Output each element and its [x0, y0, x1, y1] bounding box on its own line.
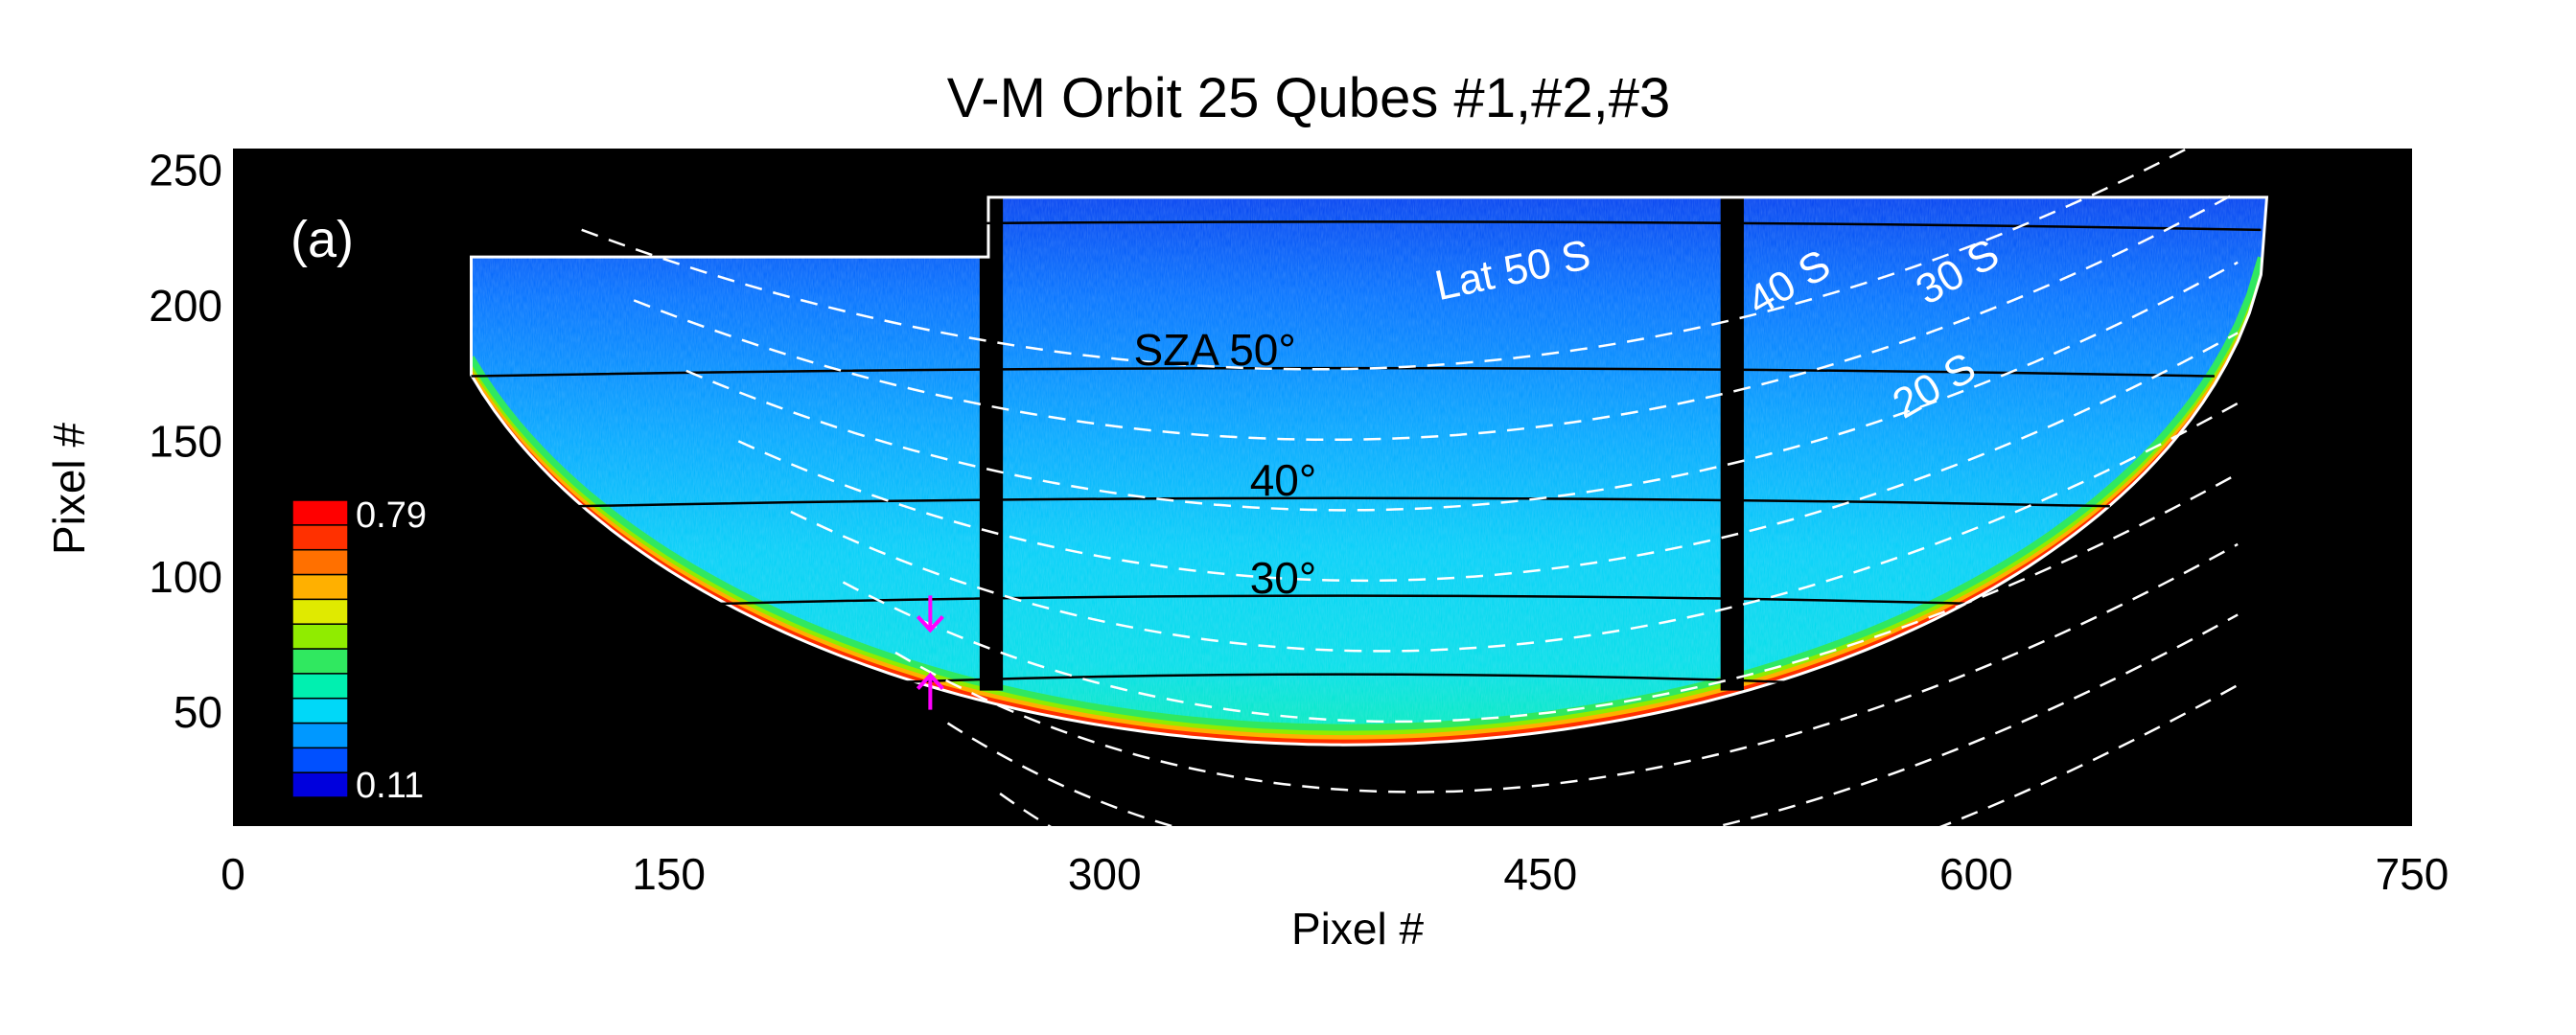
colorbar-segment — [291, 548, 349, 576]
y-axis-ticks: 50 100 150 200 250 — [149, 146, 222, 738]
markers — [916, 595, 944, 710]
x-tick-label: 450 — [1503, 849, 1577, 899]
x-tick-label: 150 — [632, 849, 706, 899]
latitude-contour — [581, 120, 2239, 371]
sza-label: 40° — [1250, 455, 1317, 505]
y-axis-label: Pixel # — [44, 423, 94, 555]
sza-contour — [471, 220, 2262, 232]
latitude-contour — [633, 191, 2239, 441]
limb-band — [471, 269, 2264, 745]
sza-contour — [889, 673, 1797, 684]
latitude-contour — [737, 332, 2239, 583]
colorbar — [291, 499, 349, 798]
marker-head — [916, 615, 944, 633]
x-tick-label: 600 — [1939, 849, 2013, 899]
x-tick-label: 0 — [220, 849, 245, 899]
latitude-contour — [685, 261, 2239, 512]
marker-head — [916, 672, 944, 690]
colorbar-segment — [291, 747, 349, 773]
x-axis-ticks: 0 150 300 450 600 750 — [220, 849, 2448, 899]
y-tick-label: 50 — [174, 687, 222, 737]
sza-label: 30° — [1250, 553, 1317, 603]
latitude-contour — [894, 542, 2239, 794]
y-tick-label: 100 — [149, 552, 222, 602]
colorbar-segment — [291, 499, 349, 526]
limb-band — [471, 264, 2264, 740]
qube-gaps — [979, 186, 1744, 691]
x-axis-label: Pixel # — [1291, 904, 1424, 954]
limb-band — [471, 256, 2264, 731]
colorbar-segment — [291, 598, 349, 625]
sza-contour — [575, 496, 2110, 508]
latitude-contours — [581, 120, 2239, 934]
latitude-contour — [842, 472, 2239, 724]
x-tick-label: 300 — [1068, 849, 1142, 899]
y-tick-label: 200 — [149, 281, 222, 331]
colorbar-segment — [291, 722, 349, 749]
sza-contour — [715, 594, 1983, 606]
colorbar-segment — [291, 697, 349, 724]
x-tick-label: 750 — [2376, 849, 2449, 899]
latitude-contour — [790, 402, 2239, 653]
colorbar-segment — [291, 673, 349, 700]
panel-label: (a) — [290, 211, 354, 268]
sza-label: SZA 50° — [1134, 325, 1296, 375]
colorbar-segment — [291, 524, 349, 551]
colorbar-segment — [291, 573, 349, 601]
latitude-contour — [946, 613, 2239, 864]
colorbar-segment — [291, 623, 349, 650]
limb-band — [471, 261, 2264, 736]
colorbar-segment — [291, 771, 349, 798]
qube-gap — [979, 186, 1004, 691]
y-tick-label: 250 — [149, 146, 222, 196]
y-tick-label: 150 — [149, 416, 222, 466]
colorbar-segment — [291, 648, 349, 675]
qube-gap — [1720, 186, 1744, 691]
image-data-region — [471, 196, 2267, 746]
data-outline — [469, 196, 2269, 747]
colorbar-max-label: 0.79 — [356, 495, 427, 536]
chart-title: V-M Orbit 25 Qubes #1,#2,#3 — [947, 67, 1670, 129]
colorbar-min-label: 0.11 — [356, 766, 424, 806]
